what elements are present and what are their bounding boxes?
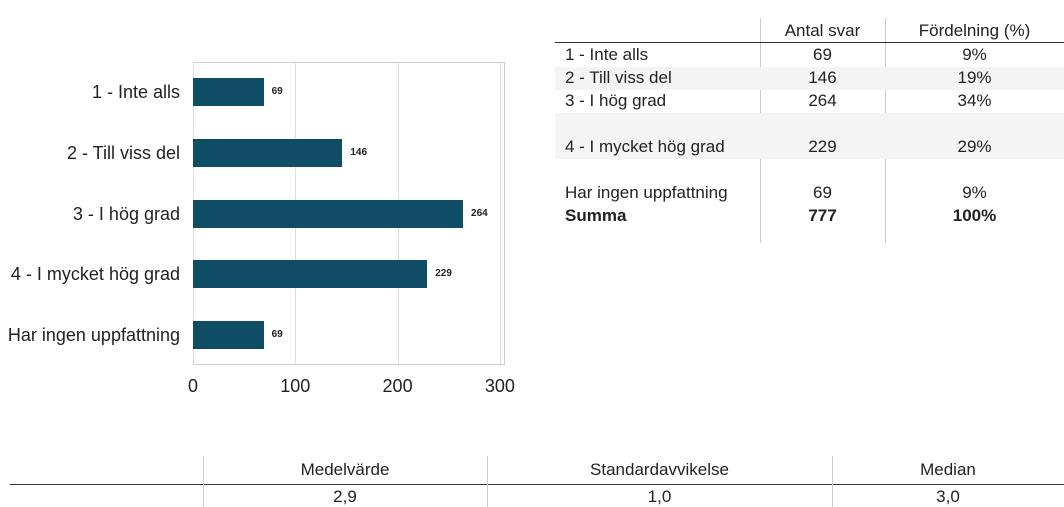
x-tick-label: 200 xyxy=(382,376,413,396)
table-cell: 777 xyxy=(808,206,837,225)
data-label: 229 xyxy=(435,268,452,280)
table-cell: 264 xyxy=(808,91,837,110)
table-cell: 9% xyxy=(962,45,987,64)
table-cell: 3 - I hög grad xyxy=(565,91,667,110)
table-cell: 146 xyxy=(808,68,837,87)
bar xyxy=(193,199,464,228)
table-cell: 4 - I mycket hög grad xyxy=(565,137,725,156)
stats-divider xyxy=(832,456,833,507)
table-cell: 19% xyxy=(957,68,992,87)
table-cell: Summa xyxy=(565,206,627,225)
stats-value: 2,9 xyxy=(333,487,357,506)
table-cell: 229 xyxy=(808,137,837,156)
column-header: Fördelning (%) xyxy=(918,21,1031,40)
table-cell: 34% xyxy=(957,91,992,110)
stats-divider xyxy=(487,456,488,507)
grid-line xyxy=(499,62,501,365)
stats-header: Median xyxy=(920,460,976,479)
stats-divider xyxy=(203,456,204,507)
data-label: 69 xyxy=(271,86,283,98)
stats-header: Standardavvikelse xyxy=(590,460,729,479)
table-cell: Har ingen uppfattning xyxy=(565,183,728,202)
category-label: 3 - I hög grad xyxy=(72,203,180,224)
category-label: 4 - I mycket hög grad xyxy=(10,264,180,285)
bar xyxy=(193,138,343,167)
x-tick-label: 0 xyxy=(187,376,198,396)
stats-header: Medelvärde xyxy=(300,460,390,479)
table-cell: 1 - Inte alls xyxy=(565,45,649,64)
table-cell: 100% xyxy=(952,206,997,225)
stats-rule xyxy=(10,484,1064,485)
table-cell: 69 xyxy=(813,183,832,202)
table-cell: 29% xyxy=(957,137,992,156)
data-label: 69 xyxy=(271,328,283,340)
bar xyxy=(193,320,264,349)
stats-value: 3,0 xyxy=(936,487,960,506)
x-tick-label: 100 xyxy=(280,376,311,396)
row-bg xyxy=(555,67,1064,90)
category-label: Har ingen uppfattning xyxy=(7,324,180,345)
data-label: 264 xyxy=(471,207,488,219)
category-label: 1 - Inte alls xyxy=(91,82,180,103)
column-header: Antal svar xyxy=(784,21,861,40)
category-label: 2 - Till viss del xyxy=(66,142,180,163)
bar xyxy=(193,260,428,289)
header-rule xyxy=(555,42,1064,43)
bar xyxy=(193,78,264,107)
row-bg xyxy=(555,113,1064,159)
table-cell: 9% xyxy=(962,183,987,202)
x-tick-label: 300 xyxy=(484,376,515,396)
data-label: 146 xyxy=(350,146,368,158)
table-cell: 69 xyxy=(813,45,832,64)
table-cell: 2 - Till viss del xyxy=(565,68,672,87)
stats-value: 1,0 xyxy=(647,487,672,506)
